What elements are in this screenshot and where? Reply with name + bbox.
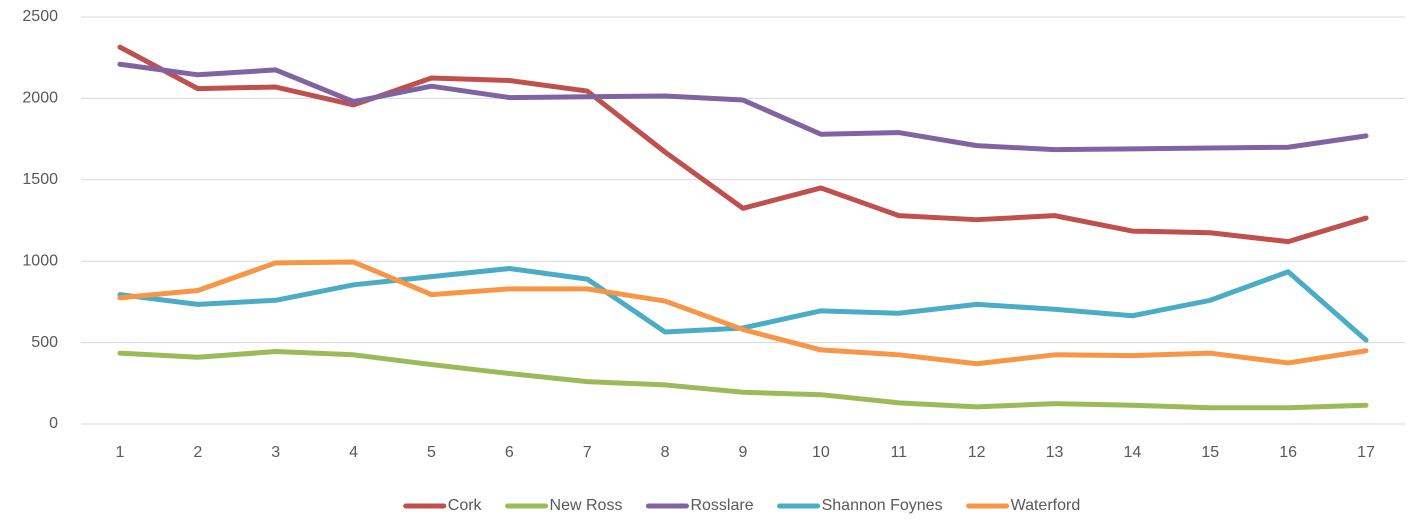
x-tick-label: 9	[739, 444, 748, 461]
series-line	[117, 61, 1369, 153]
x-tick-label: 1	[115, 444, 124, 461]
x-tick-label: 4	[349, 444, 358, 461]
legend-label: Rosslare	[690, 497, 753, 514]
x-tick-label: 3	[271, 444, 280, 461]
x-tick-label: 2	[193, 444, 202, 461]
legend-label: Shannon Foynes	[822, 497, 943, 514]
x-tick-label: 10	[812, 444, 830, 461]
x-tick-label: 5	[427, 444, 436, 461]
x-tick-label: 11	[890, 444, 907, 461]
y-tick-label: 1000	[22, 252, 58, 269]
legend-label: Cork	[448, 497, 483, 514]
x-tick-label: 14	[1124, 444, 1142, 461]
y-tick-label: 0	[49, 415, 58, 432]
y-tick-label: 500	[31, 334, 58, 351]
y-tick-label: 1500	[22, 171, 58, 188]
y-tick-label: 2500	[22, 8, 58, 25]
series-line	[117, 349, 1369, 411]
x-tick-label: 6	[505, 444, 514, 461]
y-tick-label: 2000	[22, 90, 58, 107]
x-tick-label: 16	[1279, 444, 1297, 461]
x-tick-label: 12	[968, 444, 986, 461]
x-tick-label: 15	[1201, 444, 1219, 461]
series-line	[117, 44, 1369, 245]
x-tick-label: 8	[661, 444, 670, 461]
legend-label: Waterford	[1011, 497, 1081, 514]
legend-label: New Ross	[550, 497, 623, 514]
x-tick-label: 17	[1357, 444, 1375, 461]
x-tick-label: 13	[1046, 444, 1064, 461]
series-line	[117, 259, 1369, 367]
x-tick-label: 7	[583, 444, 592, 461]
